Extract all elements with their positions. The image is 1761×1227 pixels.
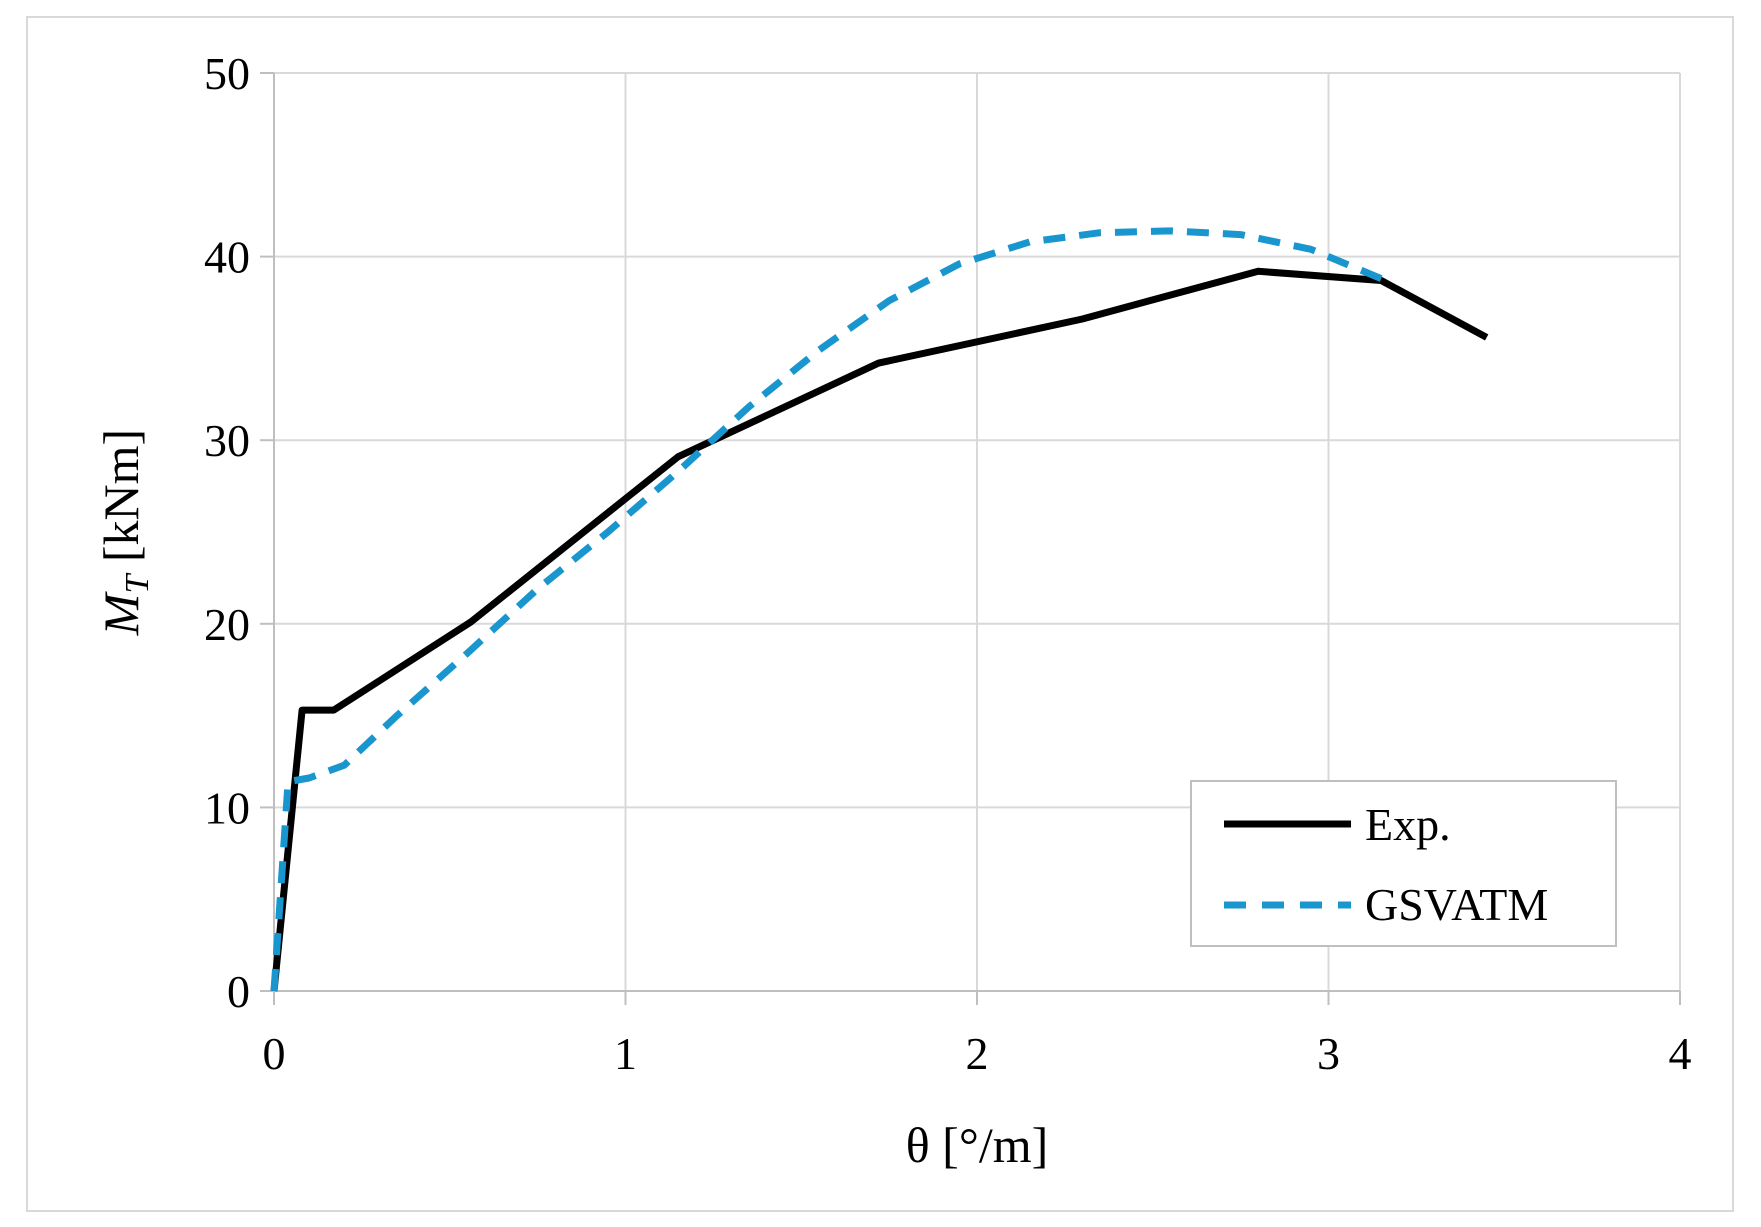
legend-box xyxy=(1190,780,1617,947)
x-tick-label-3: 3 xyxy=(1317,1028,1340,1079)
y-tick-label-2: 20 xyxy=(204,599,250,650)
series-line-gsvatm xyxy=(270,227,1383,992)
x-tick-labels: 0 1 2 3 4 xyxy=(263,1028,1692,1079)
y-tick-label-3: 30 xyxy=(204,415,250,466)
y-tick-label-5: 50 xyxy=(204,48,250,99)
x-tick-label-2: 2 xyxy=(966,1028,989,1079)
y-tick-labels: 0 10 20 30 40 50 xyxy=(204,48,250,1017)
y-axis-title-subscript: T xyxy=(119,573,156,594)
y-axis-title-unit: [kNm] xyxy=(93,429,149,575)
x-axis-title: θ [°/m] xyxy=(906,1117,1049,1173)
x-tick-label-4: 4 xyxy=(1669,1028,1692,1079)
x-tick-label-0: 0 xyxy=(263,1028,286,1079)
legend-label-exp: Exp. xyxy=(1365,799,1451,850)
chart-frame xyxy=(26,16,1734,1212)
x-tick-label-1: 1 xyxy=(614,1028,637,1079)
y-axis-title: MT [kNm] xyxy=(93,429,156,636)
y-tick-label-4: 40 xyxy=(204,232,250,283)
legend: Exp. GSVATM xyxy=(1190,780,1617,947)
series-line-exp xyxy=(270,267,1489,992)
data-series xyxy=(270,227,1489,992)
y-tick-label-0: 0 xyxy=(227,966,250,1017)
y-axis-title-symbol: M xyxy=(93,591,149,636)
axes xyxy=(260,72,1681,1005)
legend-label-gsvatm: GSVATM xyxy=(1365,879,1548,930)
y-tick-label-1: 10 xyxy=(204,782,250,833)
